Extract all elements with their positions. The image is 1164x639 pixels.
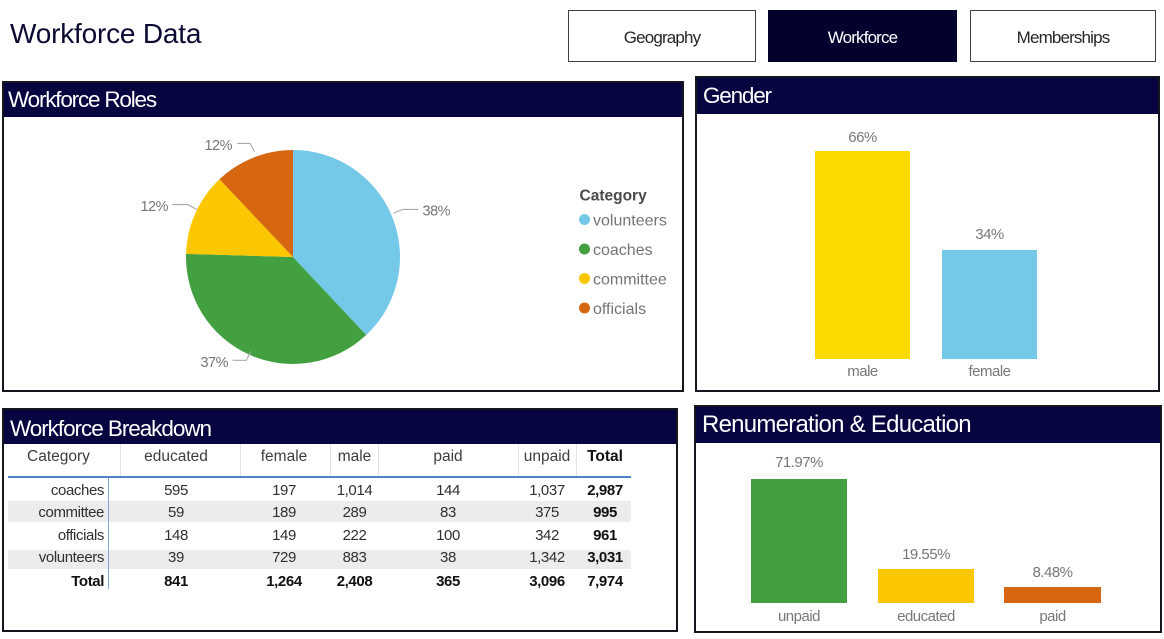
svg-text:committee: committee — [593, 272, 667, 289]
svg-text:officials: officials — [593, 301, 646, 318]
svg-text:Category: Category — [580, 188, 648, 205]
svg-text:12%: 12% — [204, 138, 232, 154]
svg-text:38%: 38% — [423, 204, 451, 220]
svg-text:37%: 37% — [200, 355, 228, 371]
svg-text:coaches: coaches — [593, 242, 653, 259]
svg-text:volunteers: volunteers — [593, 213, 667, 230]
svg-text:12%: 12% — [140, 199, 168, 215]
